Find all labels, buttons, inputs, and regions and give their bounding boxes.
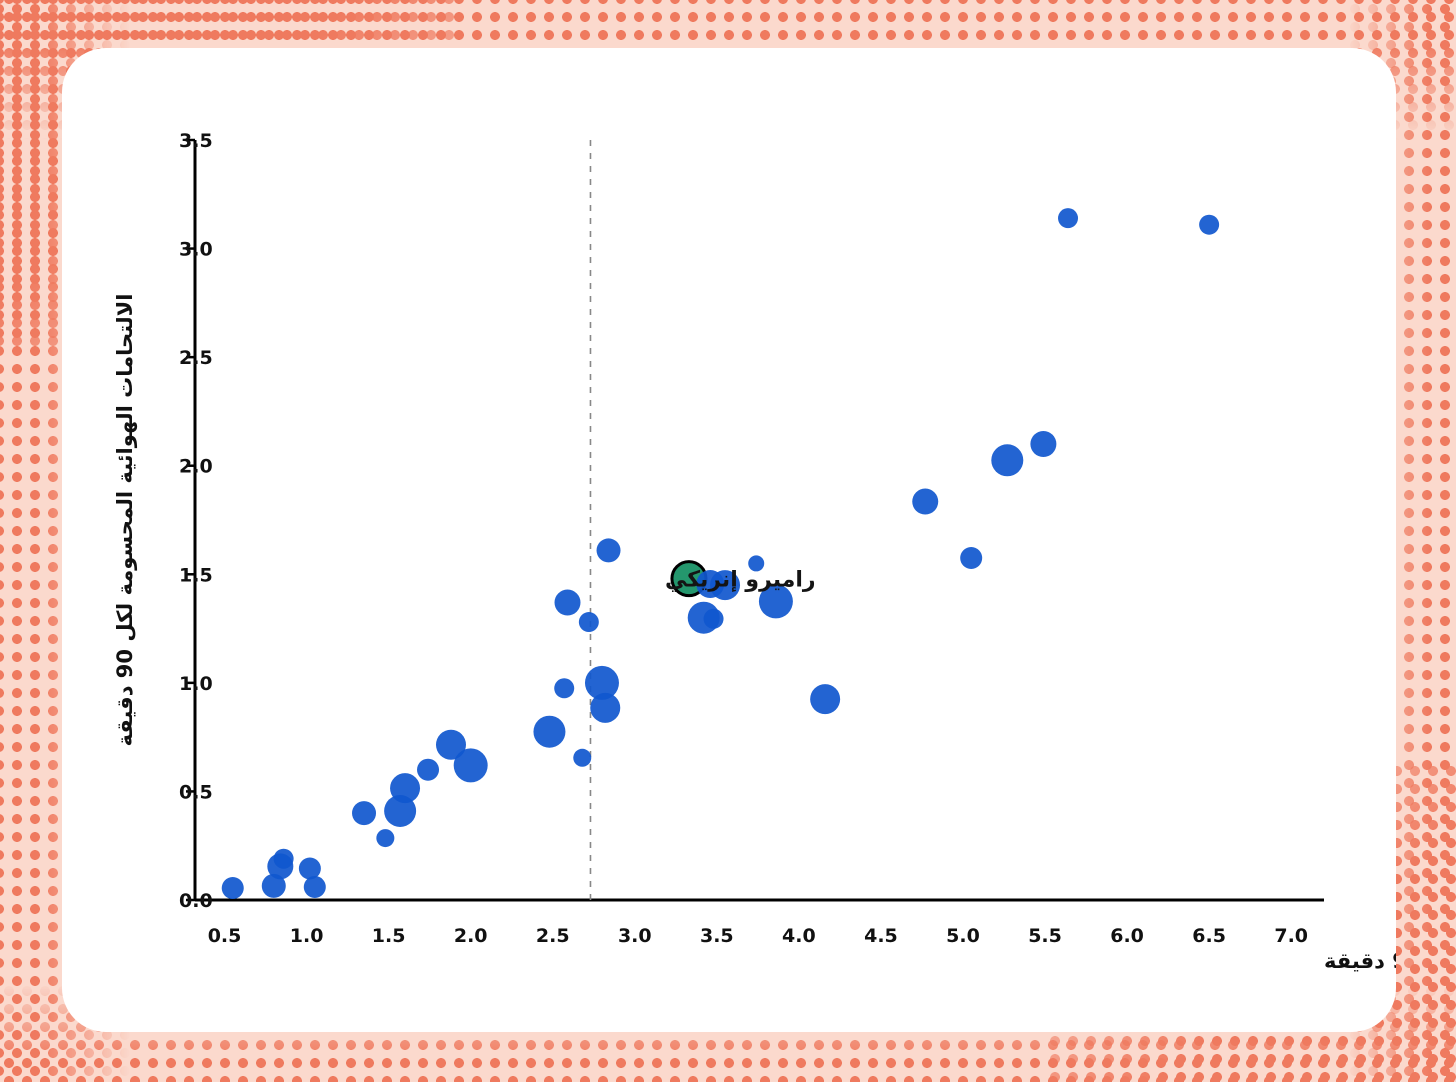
data-point[interactable] [453, 748, 488, 783]
data-point[interactable] [554, 678, 575, 699]
data-point[interactable] [810, 684, 841, 715]
data-point[interactable] [390, 773, 421, 804]
chart-card: 0.0 0.5 1.0 1.5 2.0 2.5 3.0 3.5 0.5 1.0 1.5 2.0 2.5… [62, 48, 1396, 1032]
x-tick-label: 4.5 [864, 925, 898, 947]
x-tick-label: 2.5 [536, 925, 570, 947]
x-tick-label: 7.0 [1274, 925, 1308, 947]
data-point[interactable] [261, 873, 286, 898]
axes [193, 140, 1324, 902]
data-point[interactable] [960, 547, 983, 569]
data-point[interactable] [273, 848, 294, 869]
x-tick-label: 1.0 [290, 925, 324, 947]
data-point[interactable] [435, 729, 466, 760]
data-point[interactable] [1199, 214, 1220, 235]
x-tick-label: 5.5 [1028, 925, 1062, 947]
data-point[interactable] [1058, 208, 1079, 229]
y-tick-label: 1.0 [179, 673, 213, 695]
x-tick-label: 3.0 [618, 925, 652, 947]
data-point[interactable] [554, 589, 581, 616]
x-tick-label: 4.0 [782, 925, 816, 947]
x-tick-label: 1.5 [372, 925, 406, 947]
y-axis-title: الالتحامات الهوائية المحسومة لكل 90 دقيق… [113, 294, 137, 747]
data-point[interactable] [1030, 431, 1057, 457]
y-tick-label: 3.0 [179, 239, 213, 261]
x-tick-label: 6.0 [1110, 925, 1144, 947]
data-point[interactable] [221, 877, 244, 900]
x-tick-label: 5.0 [946, 925, 980, 947]
x-axis-ticks: 0.5 1.0 1.5 2.0 2.5 3.0 3.5 4.0 4.5 5.0 5.5 6.0 6.5 7… [208, 925, 1308, 947]
y-tick-label: 3.5 [179, 130, 213, 152]
y-tick-label: 2.0 [179, 456, 213, 478]
y-tick-label: 0.0 [179, 890, 213, 912]
data-point[interactable] [303, 875, 326, 898]
data-point[interactable] [376, 829, 395, 848]
data-point[interactable] [703, 608, 724, 629]
point-annotation-label: راميرو إنريكي [665, 568, 816, 593]
data-point[interactable] [384, 794, 417, 827]
data-point[interactable] [417, 758, 440, 781]
data-point[interactable] [533, 715, 566, 748]
x-tick-label: 2.0 [454, 925, 488, 947]
y-axis-ticks: 0.0 0.5 1.0 1.5 2.0 2.5 3.0 3.5 [179, 130, 213, 912]
data-point[interactable] [596, 538, 621, 563]
data-point[interactable] [352, 801, 377, 826]
data-point[interactable] [573, 748, 592, 767]
x-axis-title: إجمالي الالتحامات الهوائية لكل 90 دقيقة [1324, 949, 1396, 973]
data-point[interactable] [991, 444, 1024, 477]
data-point[interactable] [298, 857, 321, 880]
data-point[interactable] [758, 584, 793, 619]
x-tick-label: 0.5 [208, 925, 242, 947]
data-point-group [221, 208, 1220, 900]
data-point[interactable] [590, 692, 621, 723]
data-point[interactable] [912, 488, 939, 515]
data-point[interactable] [748, 555, 765, 572]
annotation-group: راميرو إنريكي [665, 568, 816, 593]
data-point[interactable] [578, 612, 599, 633]
scatter-plot: 0.0 0.5 1.0 1.5 2.0 2.5 3.0 3.5 0.5 1.0 1.5 2.0 2.5… [62, 48, 1396, 1032]
y-tick-label: 2.5 [179, 347, 213, 369]
x-tick-label: 3.5 [700, 925, 734, 947]
y-tick-label: 0.5 [179, 781, 213, 803]
scatter-plot-svg: 0.0 0.5 1.0 1.5 2.0 2.5 3.0 3.5 0.5 1.0 1.5 2.0 2.5… [113, 130, 1396, 973]
y-tick-label: 1.5 [179, 564, 213, 586]
data-point[interactable] [710, 570, 741, 601]
data-point[interactable] [584, 665, 619, 700]
x-tick-label: 6.5 [1192, 925, 1226, 947]
